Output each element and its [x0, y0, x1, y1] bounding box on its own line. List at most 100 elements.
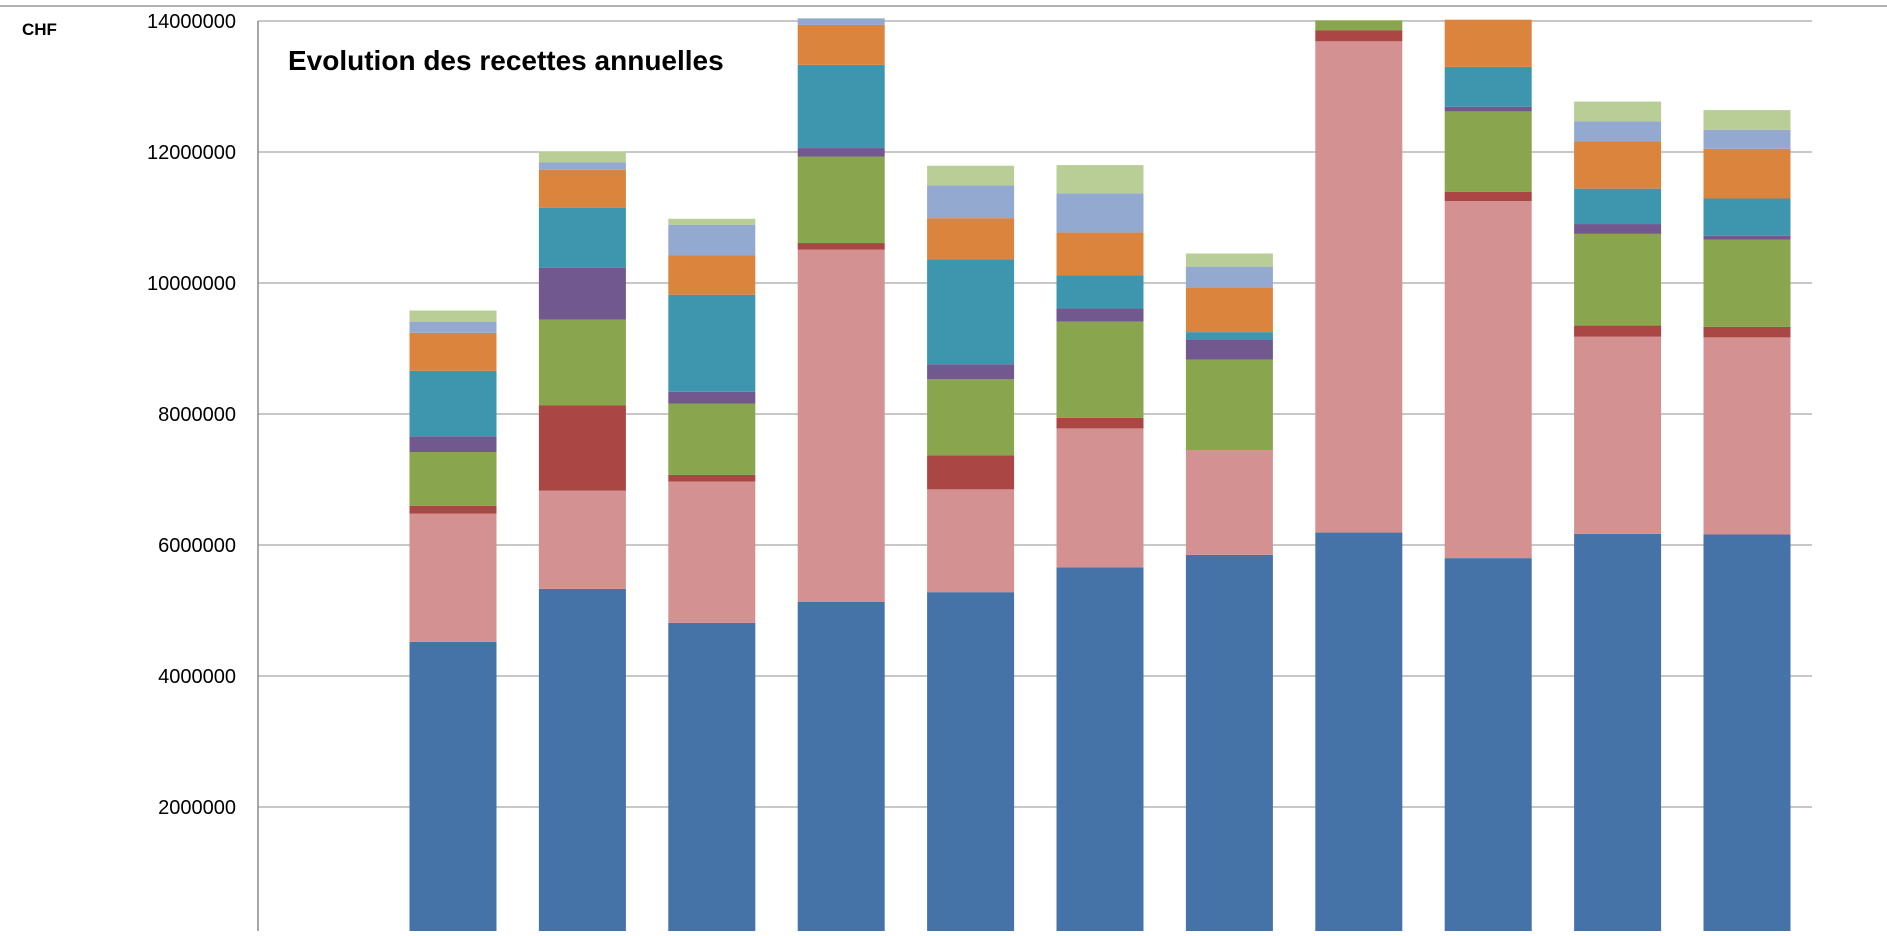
bar-segment	[1574, 233, 1662, 326]
bar-segment	[409, 332, 497, 371]
bar-segment	[1056, 275, 1144, 309]
bar-segment	[797, 156, 885, 244]
bar-stack	[797, 18, 885, 936]
bar-segment	[927, 218, 1015, 260]
bar-segment	[1056, 321, 1144, 418]
bar-stack	[668, 218, 756, 936]
bar-segment	[1315, 41, 1403, 533]
bar-segment	[927, 455, 1015, 490]
bar-segment	[409, 370, 497, 437]
bar-segment	[797, 243, 885, 250]
bar-segment	[409, 641, 497, 936]
bar-segment	[1574, 141, 1662, 189]
bar-segment	[1703, 148, 1791, 199]
bar-segment	[538, 151, 626, 163]
bar-segment	[668, 255, 756, 295]
bar-segment	[409, 310, 497, 322]
bar-segment	[668, 218, 756, 225]
bar-segment	[409, 505, 497, 514]
bar-segment	[927, 379, 1015, 456]
bar-segment	[1056, 428, 1144, 568]
bar-segment	[668, 391, 756, 404]
bar-segment	[538, 162, 626, 170]
bar-segment	[1056, 308, 1144, 322]
y-axis: 0200000040000006000000800000010000000120…	[147, 11, 259, 936]
bar-segment	[1185, 253, 1273, 267]
bar-segment	[409, 321, 497, 333]
bar-segment	[538, 588, 626, 936]
bar-segment	[668, 224, 756, 256]
bar-segment	[1444, 19, 1532, 67]
bar-stack	[1444, 19, 1532, 936]
bar-stack	[1574, 101, 1662, 936]
bar-segment	[1574, 121, 1662, 142]
bar-segment	[538, 405, 626, 491]
y-tick-label: 14000000	[147, 11, 236, 33]
bar-segment	[1703, 337, 1791, 535]
y-tick-label: 2000000	[158, 797, 236, 819]
bar-segment	[1574, 101, 1662, 122]
bar-segment	[668, 622, 756, 936]
bar-segment	[927, 185, 1015, 219]
bar-segment	[1574, 336, 1662, 534]
y-tick-label: 6000000	[158, 535, 236, 557]
bar-segment	[1703, 235, 1791, 240]
bar-stack	[1703, 110, 1791, 936]
bar-segment	[1315, 30, 1403, 42]
y-tick-label: 4000000	[158, 666, 236, 688]
bar-segment	[1185, 339, 1273, 360]
bar-segment	[1315, 20, 1403, 31]
bar-segment	[927, 165, 1015, 186]
bar-segment	[409, 513, 497, 642]
bar-segment	[1444, 201, 1532, 559]
bar-stack	[1315, 20, 1403, 936]
bar-stack	[409, 310, 497, 936]
bar-segment	[1574, 224, 1662, 234]
bar-segment	[1444, 66, 1532, 107]
bar-segment	[927, 259, 1015, 365]
bar-segment	[538, 169, 626, 208]
bar-segment	[1056, 165, 1144, 194]
bar-segment	[1185, 266, 1273, 288]
bar-segment	[668, 481, 756, 623]
bar-segment	[1574, 188, 1662, 225]
bar-segment	[1574, 325, 1662, 337]
bar-stack	[927, 165, 1015, 936]
gridlines	[258, 20, 1812, 808]
bar-segment	[409, 451, 497, 506]
bar-segment	[538, 490, 626, 589]
bar-stack	[538, 151, 626, 936]
bar-segment	[1703, 129, 1791, 149]
bar-segment	[668, 403, 756, 475]
bar-segment	[1185, 450, 1273, 555]
bar-segment	[1185, 287, 1273, 333]
bar-segment	[797, 601, 885, 936]
bar-segment	[1185, 554, 1273, 936]
bar-segment	[927, 364, 1015, 380]
bar-segment	[797, 64, 885, 149]
bar-segment	[1056, 567, 1144, 936]
bar-segment	[927, 489, 1015, 593]
bar-segment	[538, 207, 626, 268]
bar-segment	[1444, 191, 1532, 202]
y-tick-label: 12000000	[147, 142, 236, 164]
bar-segment	[1703, 198, 1791, 236]
bar-segment	[668, 294, 756, 392]
bar-segment	[409, 436, 497, 452]
bar-segment	[1703, 326, 1791, 338]
y-axis-unit-label: CHF	[22, 20, 57, 39]
bar-segment	[1444, 558, 1532, 936]
bar-stack	[1185, 253, 1273, 936]
bar-segment	[1574, 533, 1662, 936]
bar-segment	[668, 474, 756, 482]
bar-segment	[1703, 534, 1791, 936]
bar-segment	[1056, 193, 1144, 233]
bar-segment	[1056, 417, 1144, 429]
bars	[409, 18, 1791, 936]
y-tick-label: 10000000	[147, 273, 236, 295]
bar-segment	[797, 249, 885, 602]
bar-segment	[1185, 359, 1273, 451]
bar-segment	[538, 319, 626, 406]
